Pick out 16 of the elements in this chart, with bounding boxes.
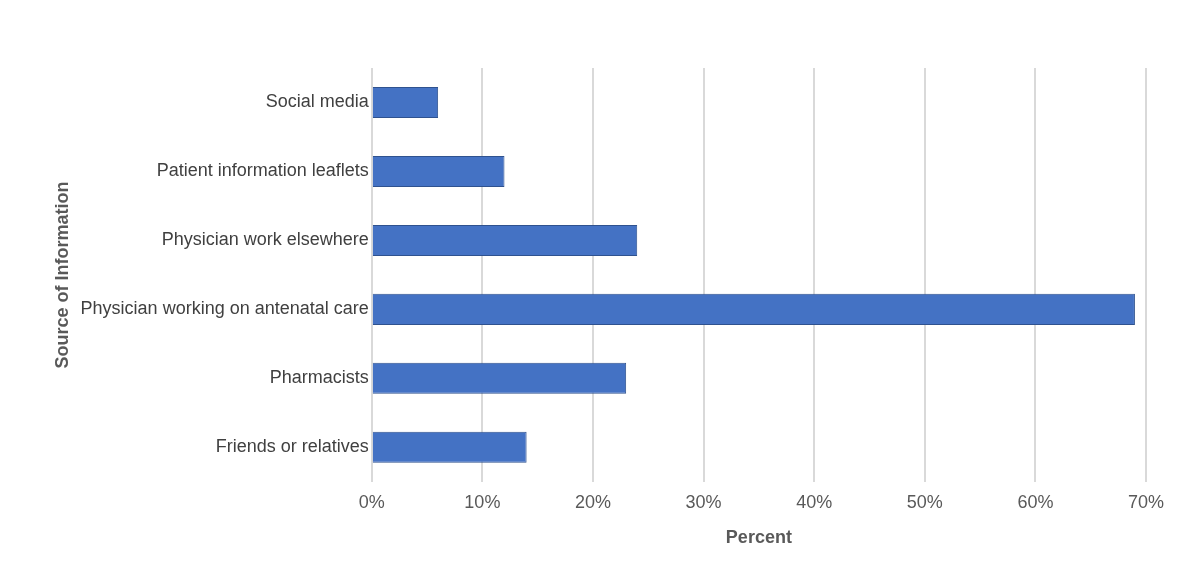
x-tick-label: 50% [906,491,943,512]
y-axis-title: Source of Information [51,181,72,369]
y-tick-label: Patient information leaflets [156,160,369,181]
x-tick-label: 60% [1017,491,1054,512]
x-tick-label: 0% [358,491,385,512]
y-tick-label: Pharmacists [269,367,369,388]
x-tick-label: 20% [574,491,611,512]
y-tick-label: Physician working on antenatal care [80,298,369,319]
y-tick-label: Friends or relatives [215,436,369,457]
x-tick-label: 70% [1127,491,1165,512]
y-tick-label: Social media [265,91,370,112]
x-tick-label: 40% [796,491,833,512]
x-tick-label: 10% [464,491,501,512]
x-tick-label: 30% [685,491,722,512]
y-tick-label: Physician work elsewhere [161,229,369,250]
x-axis-title: Percent [725,527,792,548]
